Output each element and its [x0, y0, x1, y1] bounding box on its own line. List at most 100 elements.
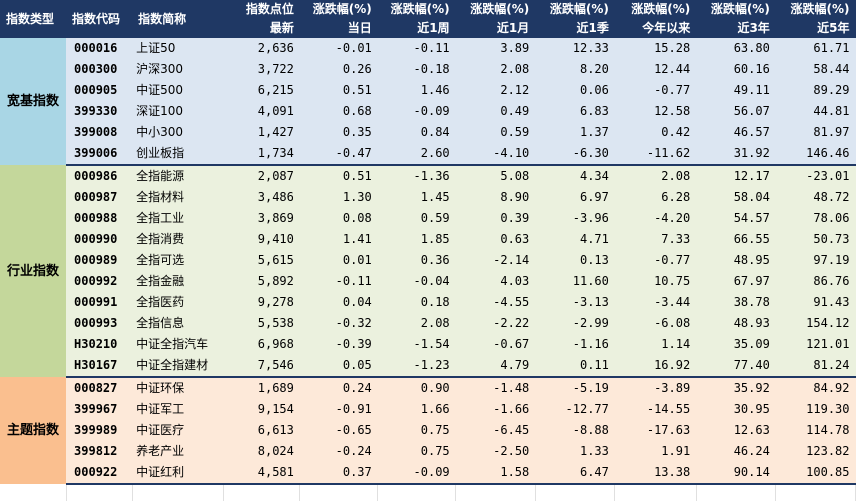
index-code-cell[interactable]: 399812 [66, 441, 133, 462]
header-change-day[interactable]: 涨跌幅(%) [299, 0, 378, 19]
value-cell[interactable]: -1.54 [377, 334, 456, 355]
value-cell[interactable]: 0.35 [299, 122, 378, 143]
value-cell[interactable]: 5,615 [223, 250, 300, 271]
value-cell[interactable]: 12.58 [614, 101, 697, 122]
value-cell[interactable]: 4,581 [223, 462, 300, 485]
value-cell[interactable]: -11.62 [614, 143, 697, 166]
value-cell[interactable]: 54.57 [696, 208, 776, 229]
index-code-cell[interactable]: 000922 [66, 462, 133, 485]
value-cell[interactable]: -0.24 [299, 441, 378, 462]
index-code-cell[interactable]: 000988 [66, 208, 133, 229]
value-cell[interactable]: 2.60 [377, 143, 456, 166]
value-cell[interactable]: 1.33 [535, 441, 615, 462]
value-cell[interactable]: 121.01 [775, 334, 856, 355]
value-cell[interactable]: 2.08 [614, 165, 697, 187]
value-cell[interactable]: -2.14 [455, 250, 536, 271]
index-name-cell[interactable]: 全指消费 [132, 229, 224, 250]
index-code-cell[interactable]: 000990 [66, 229, 133, 250]
value-cell[interactable]: 3,869 [223, 208, 300, 229]
value-cell[interactable]: 2.08 [377, 313, 456, 334]
value-cell[interactable]: 84.92 [775, 377, 856, 399]
index-code-cell[interactable]: H30210 [66, 334, 133, 355]
index-code-cell[interactable]: 000905 [66, 80, 133, 101]
value-cell[interactable]: 4.34 [535, 165, 615, 187]
value-cell[interactable]: 81.97 [775, 122, 856, 143]
value-cell[interactable]: 0.05 [299, 355, 378, 378]
header-index-name[interactable]: 指数简称 [132, 0, 224, 38]
value-cell[interactable]: -2.99 [535, 313, 615, 334]
value-cell[interactable]: 11.60 [535, 271, 615, 292]
value-cell[interactable]: 8.90 [455, 187, 536, 208]
value-cell[interactable]: 6,968 [223, 334, 300, 355]
value-cell[interactable]: 0.84 [377, 122, 456, 143]
index-name-cell[interactable]: 上证50 [132, 38, 224, 59]
value-cell[interactable]: 1.37 [535, 122, 615, 143]
value-cell[interactable]: 9,154 [223, 399, 300, 420]
value-cell[interactable]: 49.11 [696, 80, 776, 101]
value-cell[interactable]: -1.23 [377, 355, 456, 378]
value-cell[interactable]: 2.12 [455, 80, 536, 101]
value-cell[interactable]: 6.97 [535, 187, 615, 208]
value-cell[interactable]: 1.58 [455, 462, 536, 485]
value-cell[interactable]: -1.48 [455, 377, 536, 399]
value-cell[interactable]: 2,087 [223, 165, 300, 187]
value-cell[interactable]: 1.46 [377, 80, 456, 101]
value-cell[interactable]: 48.72 [775, 187, 856, 208]
value-cell[interactable]: -3.96 [535, 208, 615, 229]
value-cell[interactable]: 38.78 [696, 292, 776, 313]
index-name-cell[interactable]: 全指医药 [132, 292, 224, 313]
value-cell[interactable]: 7.33 [614, 229, 697, 250]
value-cell[interactable]: 4.79 [455, 355, 536, 378]
index-name-cell[interactable]: 中证医疗 [132, 420, 224, 441]
header-change-month[interactable]: 涨跌幅(%) [455, 0, 536, 19]
index-code-cell[interactable]: 399967 [66, 399, 133, 420]
value-cell[interactable]: -0.04 [377, 271, 456, 292]
value-cell[interactable]: 1,689 [223, 377, 300, 399]
index-name-cell[interactable]: 中证500 [132, 80, 224, 101]
index-code-cell[interactable]: 000300 [66, 59, 133, 80]
value-cell[interactable]: 5,538 [223, 313, 300, 334]
value-cell[interactable]: 0.75 [377, 441, 456, 462]
value-cell[interactable]: 6,613 [223, 420, 300, 441]
value-cell[interactable]: 0.59 [455, 122, 536, 143]
value-cell[interactable]: 9,410 [223, 229, 300, 250]
value-cell[interactable]: 0.26 [299, 59, 378, 80]
value-cell[interactable]: 4.03 [455, 271, 536, 292]
value-cell[interactable]: -2.22 [455, 313, 536, 334]
value-cell[interactable]: 3,486 [223, 187, 300, 208]
index-code-cell[interactable]: 000992 [66, 271, 133, 292]
index-code-cell[interactable]: 000016 [66, 38, 133, 59]
value-cell[interactable]: -12.77 [535, 399, 615, 420]
value-cell[interactable]: -23.01 [775, 165, 856, 187]
value-cell[interactable]: 9,278 [223, 292, 300, 313]
value-cell[interactable]: 0.42 [614, 122, 697, 143]
value-cell[interactable]: 6.47 [535, 462, 615, 485]
index-code-cell[interactable]: 399330 [66, 101, 133, 122]
value-cell[interactable]: -0.65 [299, 420, 378, 441]
value-cell[interactable]: 81.24 [775, 355, 856, 378]
value-cell[interactable]: -1.36 [377, 165, 456, 187]
index-name-cell[interactable]: 全指材料 [132, 187, 224, 208]
value-cell[interactable]: -0.77 [614, 250, 697, 271]
index-name-cell[interactable]: 中证环保 [132, 377, 224, 399]
value-cell[interactable]: 15.28 [614, 38, 697, 59]
value-cell[interactable]: -17.63 [614, 420, 697, 441]
value-cell[interactable]: 119.30 [775, 399, 856, 420]
value-cell[interactable]: -0.32 [299, 313, 378, 334]
subheader-day[interactable]: 当日 [299, 19, 378, 38]
value-cell[interactable]: 1.30 [299, 187, 378, 208]
value-cell[interactable]: 8.20 [535, 59, 615, 80]
value-cell[interactable]: -6.30 [535, 143, 615, 166]
value-cell[interactable]: -3.44 [614, 292, 697, 313]
value-cell[interactable]: 2,636 [223, 38, 300, 59]
value-cell[interactable]: -5.19 [535, 377, 615, 399]
index-name-cell[interactable]: 沪深300 [132, 59, 224, 80]
value-cell[interactable]: -0.91 [299, 399, 378, 420]
value-cell[interactable]: 0.24 [299, 377, 378, 399]
index-name-cell[interactable]: 养老产业 [132, 441, 224, 462]
value-cell[interactable]: 90.14 [696, 462, 776, 485]
header-index-type[interactable]: 指数类型 [0, 0, 67, 38]
value-cell[interactable]: -0.11 [299, 271, 378, 292]
value-cell[interactable]: 30.95 [696, 399, 776, 420]
value-cell[interactable]: -0.18 [377, 59, 456, 80]
